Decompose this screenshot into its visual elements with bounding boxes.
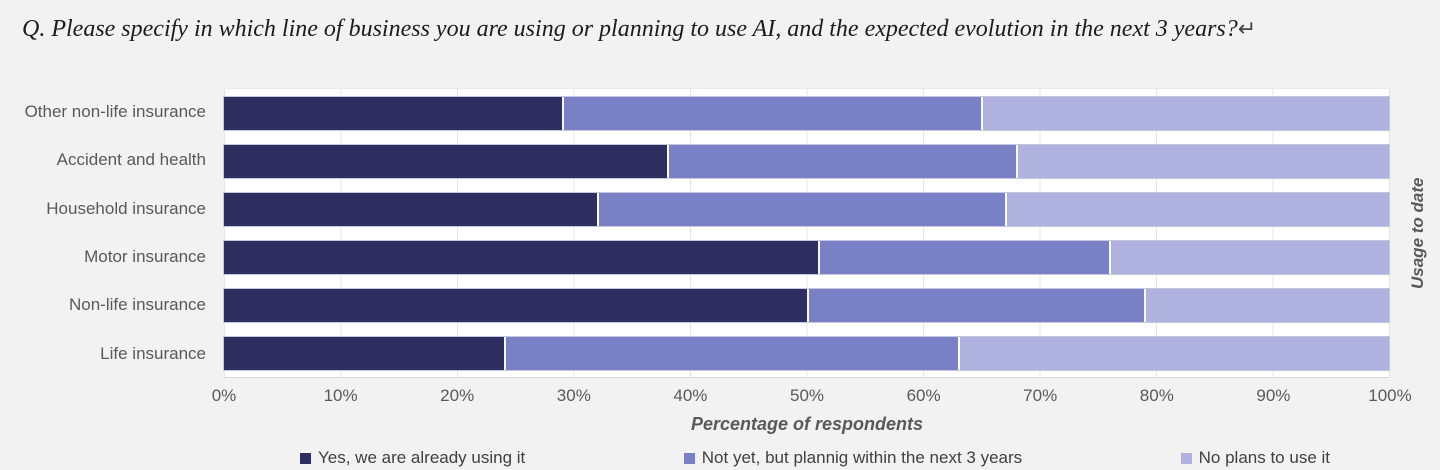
stacked-bar xyxy=(224,240,1389,274)
stacked-bar xyxy=(224,96,1389,130)
bar-segment xyxy=(1109,240,1389,274)
category-label: Household insurance xyxy=(46,198,206,218)
bar-segment xyxy=(981,96,1389,130)
bar-segment xyxy=(806,288,1145,322)
bar-segment xyxy=(561,96,982,130)
bar-segment xyxy=(224,288,807,322)
legend-swatch xyxy=(1180,452,1192,464)
legend-label: No plans to use it xyxy=(1198,448,1330,467)
x-axis-ticks: 0% 10% 20% 30% 40% 50% 60% 70% 80% 90% 100% xyxy=(212,386,1412,408)
chart-question-text: Q. Please specify in which line of busin… xyxy=(22,16,1238,42)
bar-segment xyxy=(224,240,819,274)
bar-row xyxy=(224,281,1389,329)
bar-row xyxy=(224,137,1389,185)
bar-segment xyxy=(1016,144,1389,178)
x-axis-title: Percentage of respondents xyxy=(690,414,924,434)
category-label: Life insurance xyxy=(100,343,206,363)
bar-segment xyxy=(957,336,1389,370)
bar-segment xyxy=(224,192,597,226)
category-label: Motor insurance xyxy=(84,247,206,267)
stacked-bar xyxy=(224,336,1389,370)
chart-legend: Yes, we are already using it Not yet, but… xyxy=(300,448,1330,468)
stacked-bar xyxy=(224,144,1389,178)
x-tick-label: 0% xyxy=(211,386,237,405)
legend-swatch xyxy=(300,452,311,464)
chart-question-title: Q. Please specify in which line of busin… xyxy=(22,16,1422,43)
x-tick-label: 40% xyxy=(673,386,708,405)
x-tick-label: 80% xyxy=(1139,386,1174,405)
category-label: Accident and health xyxy=(56,150,206,170)
x-tick-label: 20% xyxy=(440,386,475,405)
legend-item: Yes, we are already using it xyxy=(300,448,525,468)
bar-row xyxy=(224,185,1389,233)
legend-item: Not yet, but plannig within the next 3 y… xyxy=(683,448,1023,468)
bar-row xyxy=(224,233,1389,281)
x-tick-label: 70% xyxy=(1023,386,1058,405)
x-tick-label: 10% xyxy=(323,386,358,405)
bar-row xyxy=(224,89,1389,137)
x-tick-label: 90% xyxy=(1256,386,1291,405)
legend-label: Not yet, but plannig within the next 3 y… xyxy=(701,448,1023,467)
x-tick-label: 60% xyxy=(906,386,941,405)
paragraph-return-mark: ↵ xyxy=(1237,17,1257,42)
bar-segment xyxy=(224,96,562,130)
bar-segment xyxy=(818,240,1110,274)
x-tick-label: 100% xyxy=(1368,386,1412,405)
category-label: Other non-life insurance xyxy=(24,102,206,122)
category-labels: Other non-life insurance Accident and hea… xyxy=(0,88,206,378)
bar-segment xyxy=(596,192,1005,226)
stacked-bar xyxy=(224,288,1389,322)
bar-row xyxy=(224,329,1389,377)
bar-segment xyxy=(666,144,1017,178)
legend-label: Yes, we are already using it xyxy=(318,448,526,467)
bar-segment xyxy=(224,336,504,370)
plot-area xyxy=(224,88,1390,378)
bar-segment xyxy=(1144,288,1389,322)
legend-swatch xyxy=(683,452,695,464)
bar-segment xyxy=(503,336,958,370)
stacked-bar xyxy=(224,192,1389,226)
x-tick-label: 30% xyxy=(556,386,591,405)
category-label: Non-life insurance xyxy=(68,295,206,315)
legend-item: No plans to use it xyxy=(1180,448,1330,468)
bar-segment xyxy=(1004,192,1389,226)
x-tick-label: 50% xyxy=(789,386,825,405)
right-axis-title: Usage to date xyxy=(1408,177,1427,289)
bar-segment xyxy=(224,144,667,178)
